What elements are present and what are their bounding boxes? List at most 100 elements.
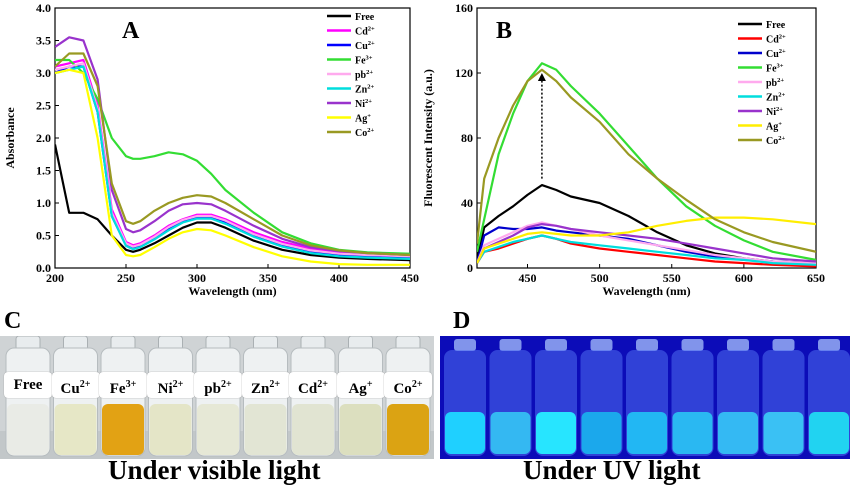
y-tick-label: 120 — [455, 66, 473, 80]
y-tick-label: 2.5 — [36, 99, 51, 113]
vial-label: Zn2+ — [241, 372, 290, 398]
series-group — [477, 62, 816, 268]
vial-liquid — [292, 404, 334, 455]
series-line-free — [55, 144, 410, 262]
legend-label: Ag+ — [766, 121, 782, 133]
x-tick-label: 400 — [330, 271, 348, 285]
x-tick-label: 250 — [117, 271, 135, 285]
vial-neck — [590, 339, 613, 351]
y-axis-label: Fluorescent Intensity (a.u.) — [421, 69, 435, 207]
legend-label: Co2+ — [766, 135, 785, 147]
y-tick-label: 0.0 — [36, 261, 51, 275]
vial-liquid — [445, 412, 485, 454]
legend-label: Ni2+ — [766, 106, 783, 118]
legend-label: pb2+ — [766, 77, 784, 89]
vial-neck — [636, 339, 658, 351]
legend-label: Zn2+ — [355, 84, 374, 96]
x-tick-label: 450 — [401, 271, 419, 285]
vial-neck — [545, 339, 567, 351]
vial-liquid — [244, 404, 287, 455]
panel-letter-d: D — [453, 308, 471, 334]
vial-liquid — [672, 412, 713, 454]
y-tick-label: 0 — [467, 261, 473, 275]
panel-letter: B — [496, 18, 512, 44]
vial-label: Co2+ — [384, 372, 432, 398]
y-tick-label: 80 — [461, 131, 473, 145]
legend-label: pb2+ — [355, 69, 373, 81]
legend-label: Ni2+ — [355, 98, 372, 110]
uv-vial — [626, 339, 668, 456]
vial-liquid — [490, 412, 531, 454]
vial-label: Ni2+ — [146, 372, 195, 398]
legend-label: Cu2+ — [766, 48, 786, 60]
y-tick-label: 4.0 — [36, 1, 51, 15]
legend-label: Cu2+ — [355, 40, 375, 52]
vial-neck — [499, 339, 522, 351]
vial-liquid — [339, 404, 382, 455]
series-line-ag — [55, 68, 410, 266]
legend-label: Fe3+ — [355, 55, 373, 67]
y-tick-label: 3.5 — [36, 34, 51, 48]
x-tick-label: 350 — [259, 271, 277, 285]
vial-liquid — [197, 404, 239, 455]
uv-vial — [535, 339, 577, 456]
uv-vial — [808, 339, 850, 456]
caption-visible-light: Under visible light — [108, 455, 321, 485]
vial-liquid — [7, 404, 49, 455]
legend: Free Cd2+ Cu2+ Fe3+ pb2+ Zn2+ Ni2+ Ag+ Co2+ — [327, 12, 375, 139]
legend-label: Co2+ — [355, 127, 374, 139]
vial-neck — [454, 339, 476, 351]
vial-neck — [772, 339, 795, 351]
legend-label: Fe3+ — [766, 63, 784, 75]
x-axis-label: Wavelength (nm) — [188, 284, 276, 298]
vial-liquid — [581, 412, 622, 454]
y-tick-label: 0.5 — [36, 229, 51, 243]
vial-liquid — [149, 404, 192, 455]
annotation-arrow-head — [537, 73, 546, 81]
vial-label: Cd2+ — [289, 372, 337, 398]
x-tick-label: 300 — [188, 271, 206, 285]
uv-vial — [444, 339, 486, 456]
vial-liquid — [536, 412, 576, 454]
x-tick-label: 200 — [46, 271, 64, 285]
caption-uv-light: Under UV light — [523, 455, 701, 485]
legend-label: Cd2+ — [355, 26, 375, 38]
legend-label: Cd2+ — [766, 34, 786, 46]
uv-vial — [489, 339, 532, 456]
photo-uv-light — [440, 336, 850, 459]
vial-label: Free — [4, 372, 52, 398]
legend-label: Free — [766, 20, 786, 31]
absorbance-chart: 200 250 300 350 400 450 0.0 0.5 1.0 1.5 2.0 2.5 3.0 3… — [3, 1, 419, 298]
vial-label: Cu2+ — [51, 372, 100, 398]
legend-label: Zn2+ — [766, 92, 785, 104]
panel-letter-c: C — [4, 308, 22, 334]
series-line-co2 — [477, 68, 816, 253]
y-axis-label: Absorbance — [3, 107, 17, 169]
x-tick-label: 450 — [518, 271, 536, 285]
series-line-ag — [477, 216, 816, 264]
panel-letter: A — [122, 18, 140, 44]
vial-liquid — [763, 412, 804, 454]
vial-neck — [727, 339, 749, 351]
series-line-co2 — [55, 52, 410, 257]
series-line-ni2 — [477, 223, 816, 264]
series-line-zn2 — [55, 65, 410, 260]
vial-liquid — [718, 412, 758, 454]
series-line-cd2 — [477, 234, 816, 268]
y-tick-label: 160 — [455, 1, 473, 15]
vial-label: pb2+ — [194, 372, 242, 398]
y-tick-label: 1.5 — [36, 164, 51, 178]
vial-neck — [818, 339, 840, 351]
uv-vial — [671, 339, 714, 456]
series-line-fe3 — [477, 62, 816, 261]
series-line-zn2 — [477, 234, 816, 266]
uv-vial — [717, 339, 759, 456]
x-tick-label: 550 — [663, 271, 681, 285]
legend-label: Free — [355, 12, 375, 23]
vial-liquid — [387, 404, 429, 455]
vial-liquid — [54, 404, 97, 455]
x-tick-label: 600 — [735, 271, 753, 285]
y-tick-label: 3.0 — [36, 66, 51, 80]
vial-neck — [681, 339, 704, 351]
vial-liquid — [102, 404, 144, 455]
